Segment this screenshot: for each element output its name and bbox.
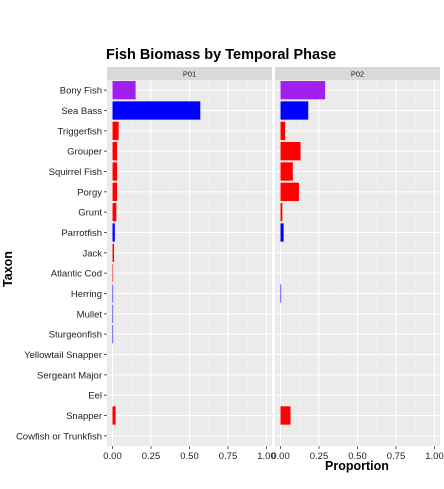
x-tick-label: 0.75 <box>219 451 238 462</box>
bar <box>112 304 114 323</box>
x-tick-label: 1.00 <box>425 451 444 462</box>
bar <box>112 162 118 181</box>
y-tick-label: Sergeant Major <box>37 370 102 381</box>
y-tick-label: Atlantic Cod <box>51 269 102 280</box>
bar <box>112 243 115 262</box>
y-tick-label: Mullet <box>77 309 103 320</box>
x-tick-label: 0.25 <box>142 451 161 462</box>
facet-strip <box>275 67 440 80</box>
y-tick-label: Eel <box>88 391 102 402</box>
bar <box>112 142 118 161</box>
y-tick-label: Bony Fish <box>60 86 102 97</box>
bar <box>112 325 114 344</box>
y-tick-label: Snapper <box>66 411 102 422</box>
x-tick-label: 0.50 <box>180 451 199 462</box>
bar <box>280 121 286 140</box>
x-tick-label: 1.00 <box>257 451 276 462</box>
y-tick-label: Herring <box>71 289 102 300</box>
x-tick-label: 0.50 <box>348 451 367 462</box>
bar <box>112 81 136 100</box>
y-axis-label: Taxon <box>1 251 15 287</box>
y-tick-label: Parrotfish <box>61 228 102 239</box>
y-tick-label: Triggerfish <box>57 126 102 137</box>
x-tick-label: 0.25 <box>310 451 329 462</box>
y-tick-label: Sturgeonfish <box>49 330 102 341</box>
chart-title: Fish Biomass by Temporal Phase <box>106 47 336 63</box>
x-tick-label: 0.00 <box>271 451 290 462</box>
facet-strip <box>107 67 272 80</box>
x-tick-label: 0.75 <box>387 451 406 462</box>
y-tick-label: Squirrel Fish <box>49 167 102 178</box>
plot-area: P01 0.00 0.25 0.50 0.75 1.00 P02 0.00 0.25 0.50 0.… <box>16 67 444 462</box>
bar <box>112 121 119 140</box>
y-tick-label: Grouper <box>67 147 102 158</box>
bar <box>280 223 284 242</box>
bar <box>112 284 114 303</box>
y-tick-label: Cowfish or Trunkfish <box>16 431 102 442</box>
bar <box>280 406 291 425</box>
y-tick-label: Jack <box>82 248 102 259</box>
bar <box>112 264 114 283</box>
bar <box>280 182 299 201</box>
facet-label: P02 <box>351 70 364 79</box>
bar <box>112 203 117 222</box>
x-axis-label: Proportion <box>325 459 389 473</box>
bar <box>280 81 326 100</box>
y-tick-label: Porgy <box>77 187 102 198</box>
bar <box>280 101 309 120</box>
bar <box>112 406 116 425</box>
bar <box>280 162 293 181</box>
bar <box>112 223 115 242</box>
bar <box>280 203 283 222</box>
bar <box>280 142 301 161</box>
y-tick-label: Yellowtail Snapper <box>24 350 102 361</box>
x-tick-label: 0.00 <box>103 451 122 462</box>
y-tick-label: Grunt <box>78 208 102 219</box>
y-tick-label: Sea Bass <box>61 106 102 117</box>
bar <box>112 101 201 120</box>
facet-label: P01 <box>183 70 196 79</box>
bar <box>280 284 282 303</box>
bar <box>112 182 118 201</box>
